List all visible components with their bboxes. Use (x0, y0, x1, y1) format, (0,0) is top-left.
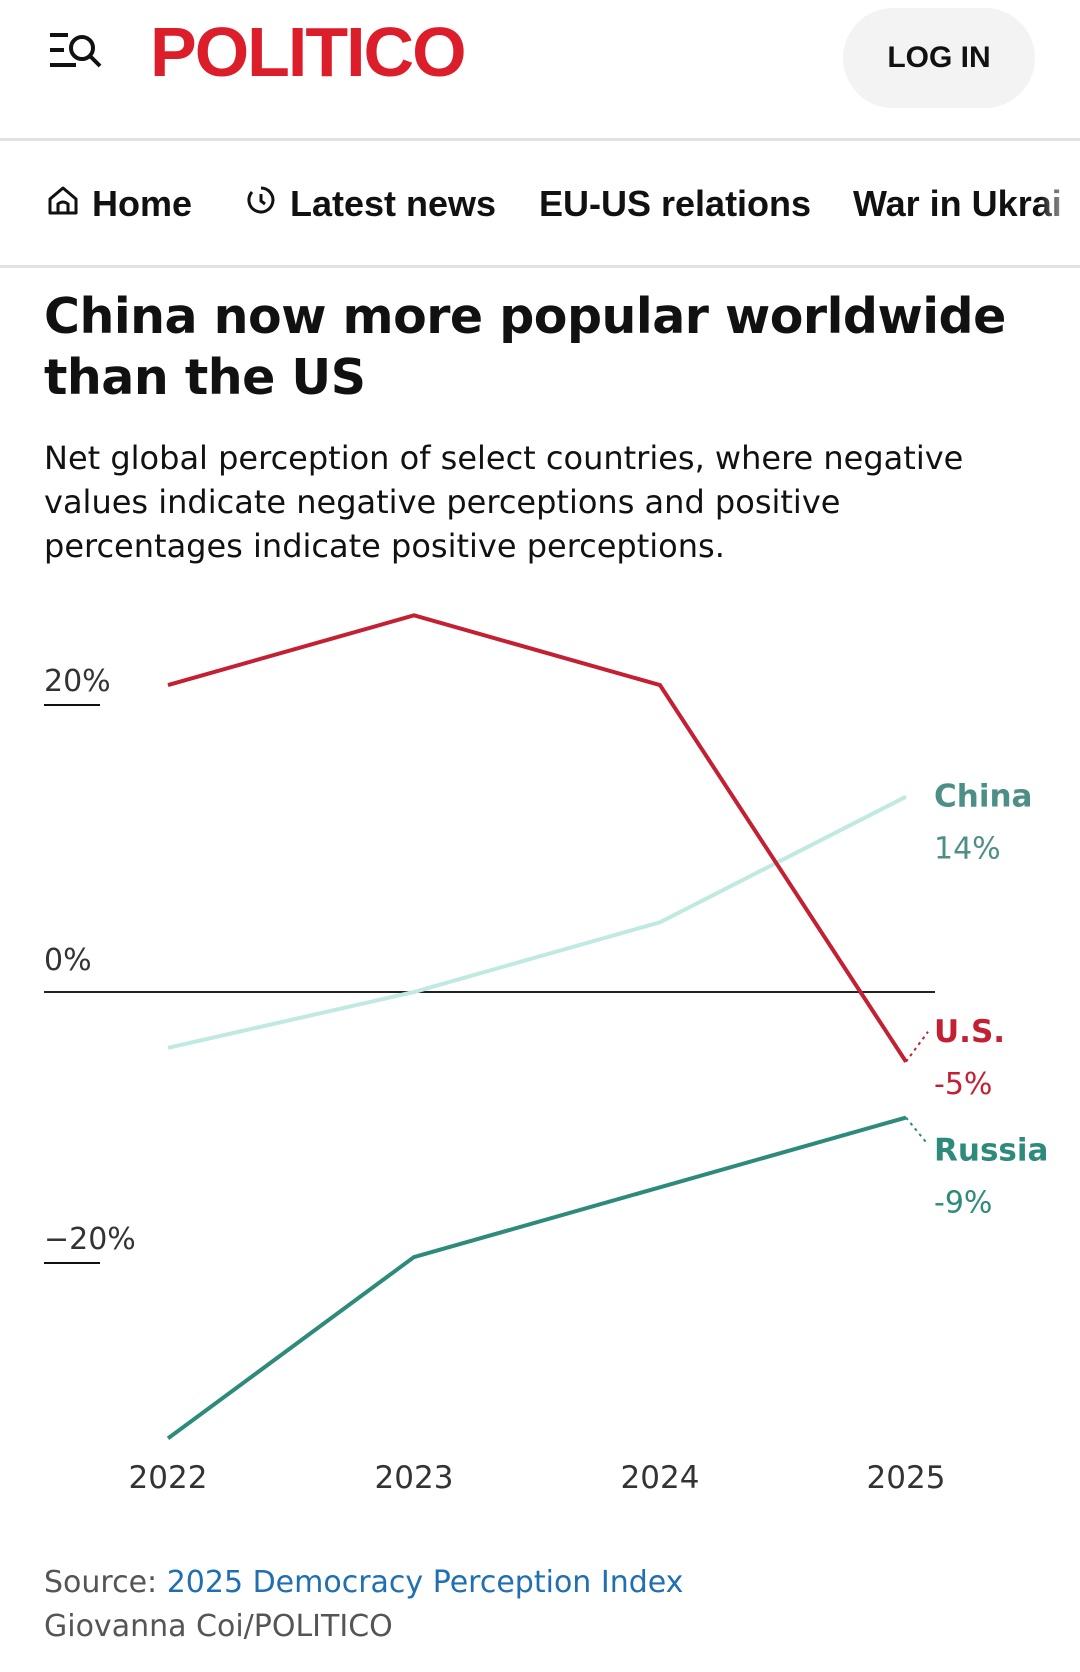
y-tick-label: 0% (44, 943, 92, 978)
series-name-label: U.S. (934, 1014, 1005, 1050)
series-value-label: 14% (934, 832, 1001, 867)
nav-item-label: War in Ukrai (853, 183, 1062, 224)
x-tick-label: 2022 (129, 1460, 208, 1496)
nav-item-label: Home (92, 183, 193, 224)
y-tick-label: −20% (44, 1222, 136, 1257)
section-nav: Home Latest news EU-US relations War in … (0, 141, 1080, 268)
line-chart: 20% 0% −20% U.S. -5% China 14% Russia -9% 2022 202… (44, 613, 1048, 1496)
nav-item-home[interactable]: Home (46, 179, 192, 229)
login-button[interactable]: LOG IN (843, 8, 1035, 108)
nav-item-eu-us-relations[interactable]: EU-US relations (539, 179, 811, 229)
clock-icon (244, 183, 278, 226)
series-name-label: Russia (934, 1133, 1048, 1169)
nav-fade (1040, 141, 1080, 265)
series-value-label: -9% (934, 1186, 992, 1221)
x-tick-label: 2025 (867, 1460, 946, 1496)
chart-headline: China now more popular worldwide than th… (44, 288, 1006, 406)
nav-item-label: EU-US relations (539, 183, 812, 224)
nav-item-war-in-ukraine[interactable]: War in Ukrai (853, 179, 1062, 229)
source-prefix: Source: (44, 1565, 167, 1600)
series-value-label: -5% (934, 1067, 992, 1102)
home-icon (46, 183, 80, 226)
series-line-us (167, 613, 908, 1063)
credit-line: Giovanna Coi/POLITICO (44, 1609, 393, 1644)
series-line-russia (166, 1115, 907, 1441)
source-line: Source: 2025 Democracy Perception Index (44, 1565, 683, 1600)
y-tick-label: 20% (44, 664, 111, 699)
chart-subtitle: Net global perception of select countrie… (44, 439, 964, 565)
top-bar: POLITICO LOG IN (0, 0, 1080, 141)
source-link[interactable]: 2025 Democracy Perception Index (166, 1565, 684, 1600)
nav-item-latest-news[interactable]: Latest news (244, 179, 496, 229)
x-tick-label: 2024 (621, 1460, 700, 1496)
politico-logo[interactable]: POLITICO (150, 13, 467, 91)
series-name-label: China (934, 779, 1032, 815)
series-line-china (167, 794, 907, 1050)
x-tick-label: 2023 (375, 1460, 454, 1496)
label-leader-us (905, 1031, 929, 1063)
label-leader-russia (905, 1116, 929, 1146)
nav-item-label: Latest news (290, 183, 497, 224)
menu-search-icon[interactable] (46, 28, 106, 72)
